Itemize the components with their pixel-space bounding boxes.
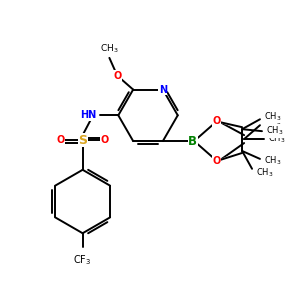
Text: S: S xyxy=(78,134,87,147)
Text: CH$_3$: CH$_3$ xyxy=(264,110,281,122)
Text: CH$_3$: CH$_3$ xyxy=(264,154,281,167)
Text: O: O xyxy=(212,116,220,126)
Text: CF$_3$: CF$_3$ xyxy=(74,253,92,267)
Text: N: N xyxy=(159,85,167,94)
Text: O: O xyxy=(100,135,109,145)
Text: O: O xyxy=(113,71,122,81)
Text: O: O xyxy=(212,156,220,166)
Text: HN: HN xyxy=(80,110,97,120)
Text: CH$_3$: CH$_3$ xyxy=(266,125,284,137)
Text: O: O xyxy=(57,135,65,145)
Text: CH$_3$: CH$_3$ xyxy=(100,42,119,55)
Text: CH$_3$: CH$_3$ xyxy=(268,133,285,145)
Text: CH$_3$: CH$_3$ xyxy=(256,167,274,179)
Text: B: B xyxy=(188,135,197,148)
Text: CH$_3$: CH$_3$ xyxy=(264,115,281,128)
